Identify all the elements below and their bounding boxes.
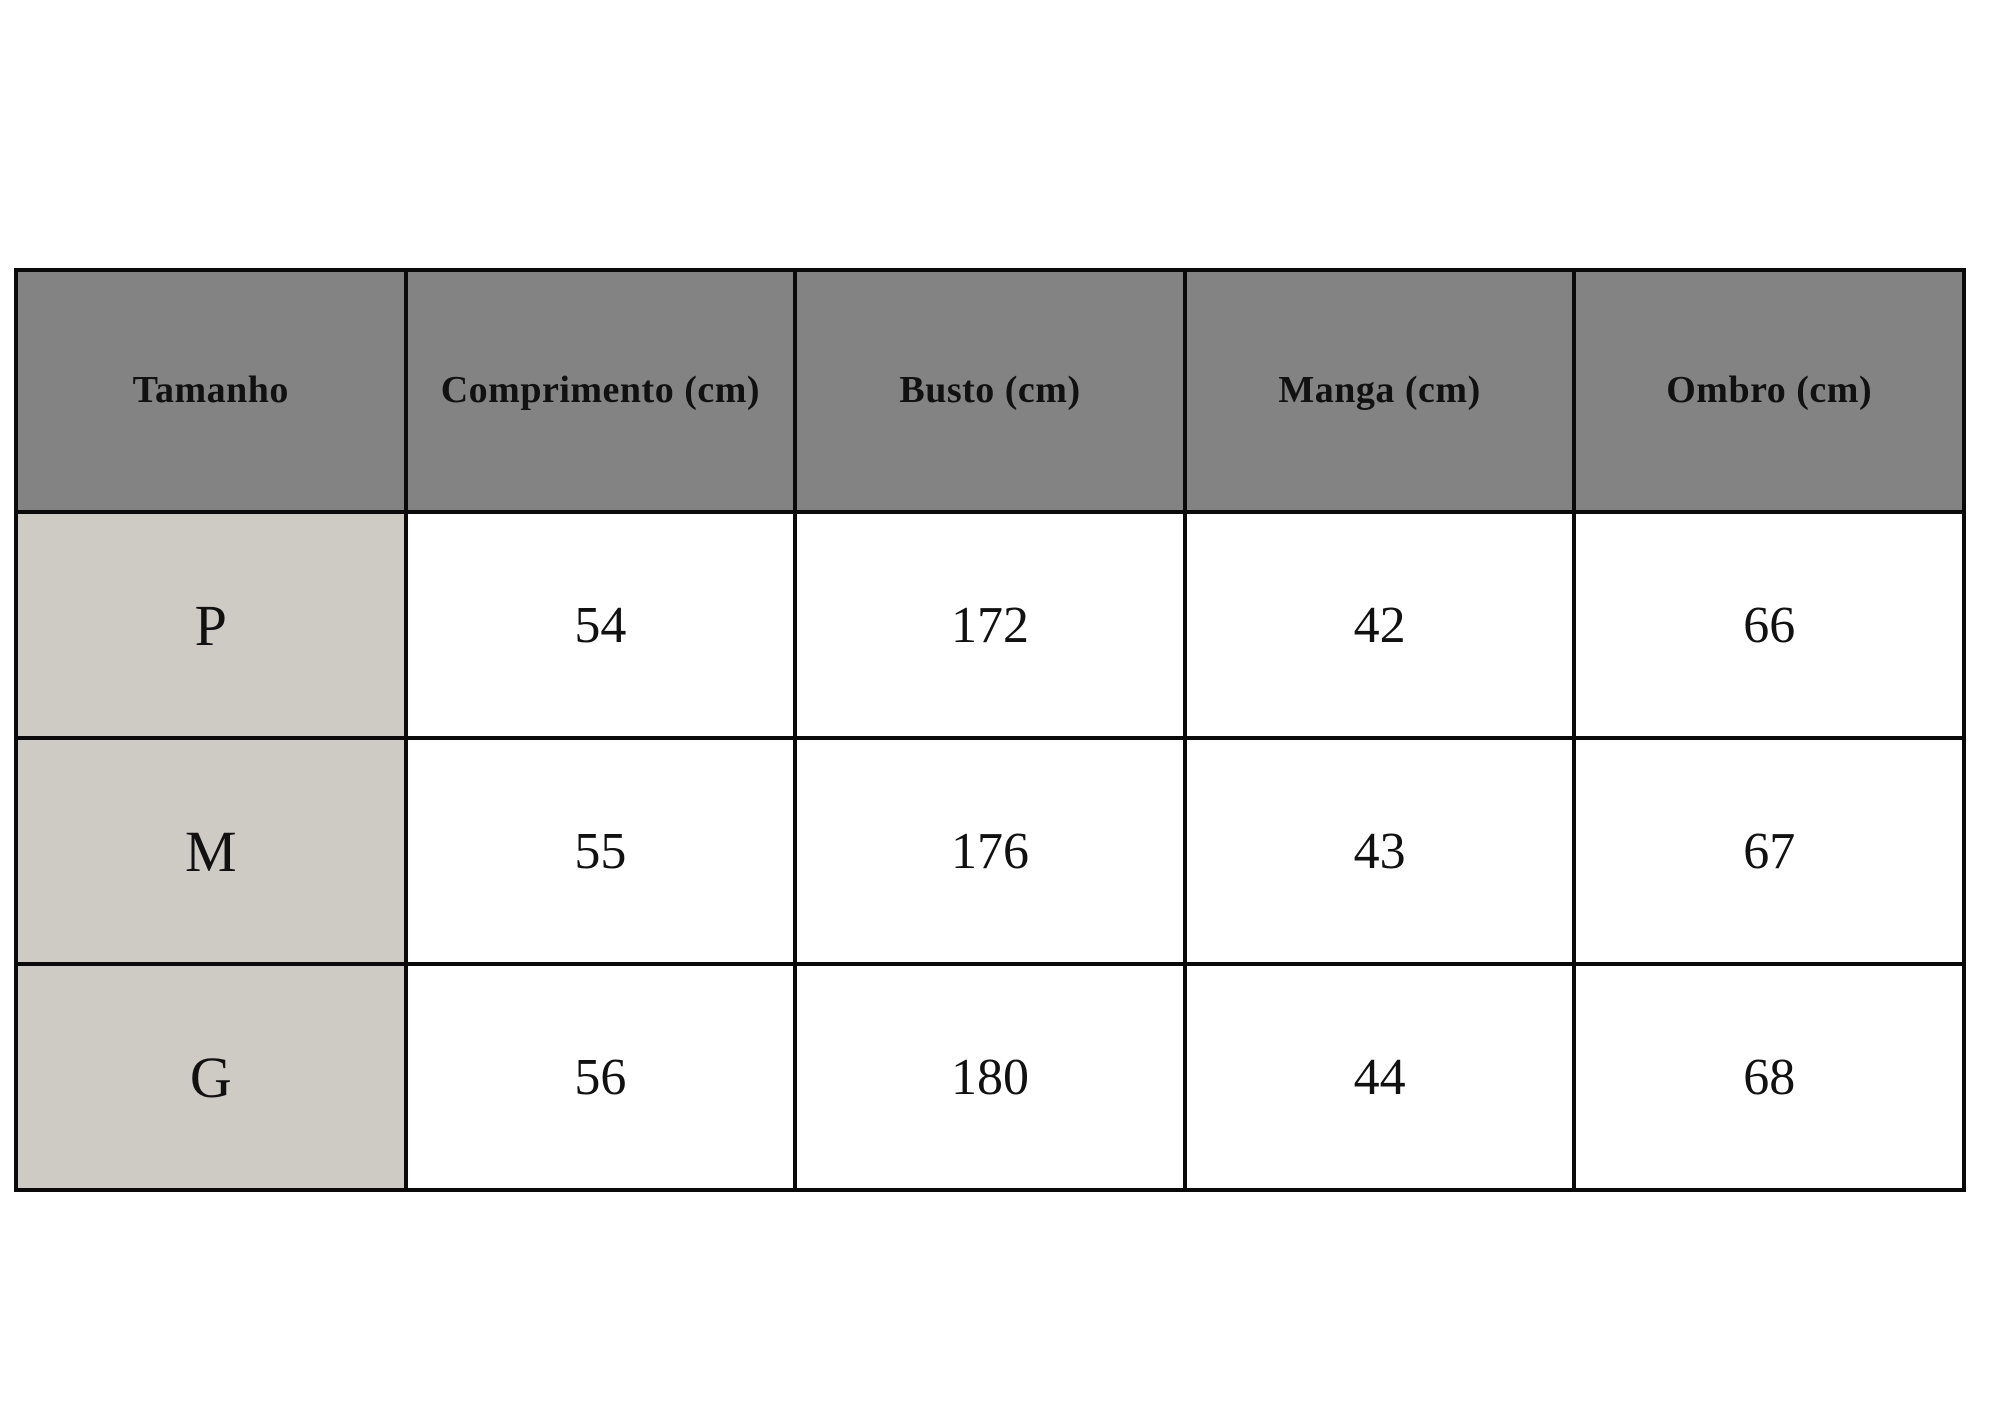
busto-value-g: 180 [793,962,1187,1192]
header-ombro: Ombro (cm) [1572,268,1966,514]
header-manga: Manga (cm) [1182,268,1577,514]
table-row-m: M 55 176 43 67 [14,736,1966,966]
header-tamanho: Tamanho [14,268,408,514]
manga-value-g: 44 [1182,962,1577,1192]
manga-value-p: 42 [1182,510,1577,740]
size-chart-table: Tamanho Comprimento (cm) Busto (cm) Mang… [14,268,1966,1192]
table-row-p: P 54 172 42 66 [14,510,1966,740]
header-row: Tamanho Comprimento (cm) Busto (cm) Mang… [14,268,1966,514]
size-chart-body: P 54 172 42 66 M 55 176 43 67 G 56 180 4… [14,510,1966,1192]
table-row-g: G 56 180 44 68 [14,962,1966,1192]
comprimento-value-m: 55 [403,736,798,966]
busto-value-m: 176 [793,736,1187,966]
comprimento-value-p: 54 [403,510,798,740]
ombro-value-p: 66 [1572,510,1966,740]
busto-value-p: 172 [793,510,1187,740]
comprimento-value-g: 56 [403,962,798,1192]
size-chart-header: Tamanho Comprimento (cm) Busto (cm) Mang… [14,268,1966,514]
size-label-g: G [14,962,408,1192]
header-comprimento: Comprimento (cm) [403,268,798,514]
size-label-p: P [14,510,408,740]
size-label-m: M [14,736,408,966]
ombro-value-g: 68 [1572,962,1966,1192]
header-busto: Busto (cm) [793,268,1187,514]
ombro-value-m: 67 [1572,736,1966,966]
manga-value-m: 43 [1182,736,1577,966]
